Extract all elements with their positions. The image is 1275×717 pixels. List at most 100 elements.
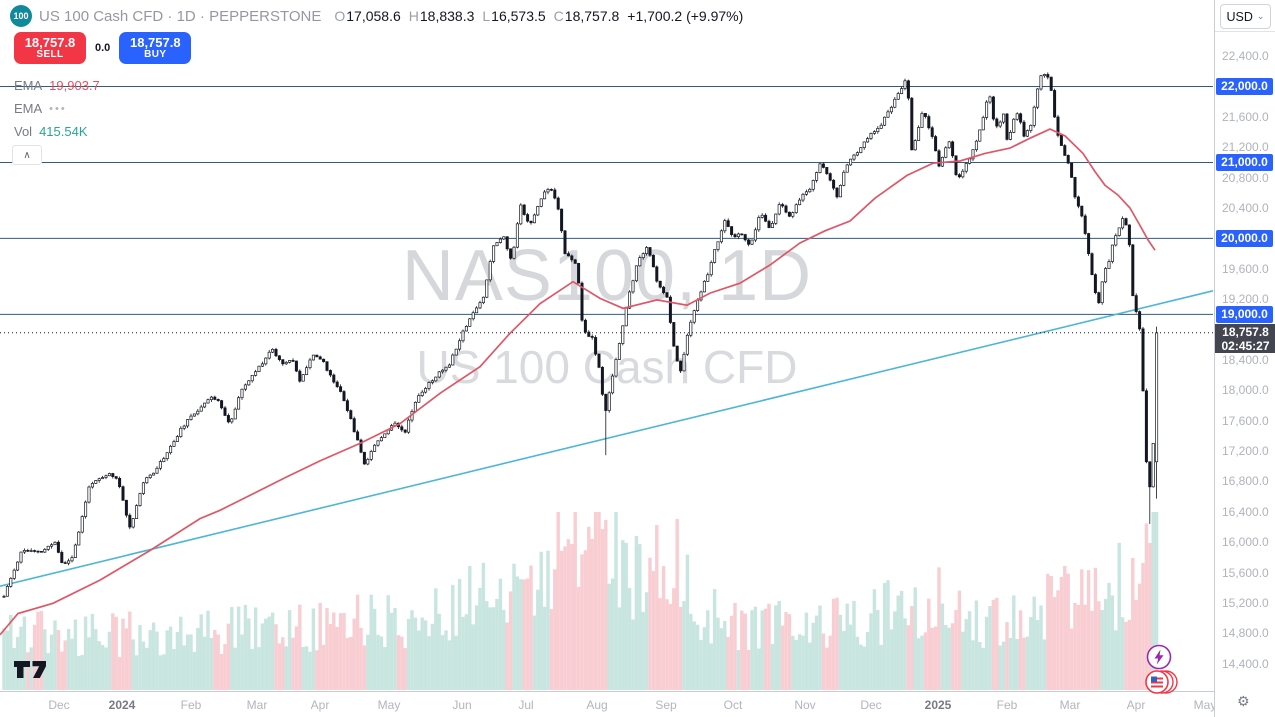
candle-body <box>1036 88 1040 108</box>
candle-body <box>192 413 196 417</box>
buy-button[interactable]: 18,757.8 BUY <box>119 32 192 64</box>
candle-body <box>815 172 819 181</box>
volume-bar <box>655 525 659 690</box>
volume-bar <box>345 638 350 690</box>
candle-body <box>906 80 910 99</box>
volume-bar <box>1134 599 1138 690</box>
candle-body <box>1124 218 1128 226</box>
candle-body <box>689 321 693 336</box>
volume-bar <box>678 606 683 690</box>
volume-bar <box>780 625 785 690</box>
volume-bar <box>566 539 571 690</box>
ema2-legend-row[interactable]: EMA ••• <box>14 97 100 120</box>
volume-bar <box>525 578 530 690</box>
candle-body <box>447 364 451 368</box>
volume-bar <box>1032 596 1036 690</box>
volume-bar <box>60 651 64 690</box>
candle-body <box>22 550 26 553</box>
volume-bar <box>515 576 520 690</box>
candle-body <box>580 282 584 321</box>
volume-bar <box>665 599 669 690</box>
candle-body <box>298 370 302 382</box>
candle-body <box>430 380 434 383</box>
volume-bar <box>298 604 302 690</box>
candle-body <box>682 353 686 372</box>
volume-bar <box>274 624 278 690</box>
volume-bar <box>624 542 628 690</box>
candle-body <box>328 370 332 376</box>
volume-bar <box>498 578 503 690</box>
candle-body <box>97 478 101 481</box>
symbol-title[interactable]: US 100 Cash CFD · 1D · PEPPERSTONE <box>39 8 321 25</box>
time-axis[interactable]: Dec 2024 Feb Mar Apr May Jun Jul Aug Sep Oct Nov Dec… <box>0 691 1214 717</box>
candle-body <box>832 179 836 189</box>
candle-body <box>1127 224 1131 246</box>
candle-body <box>1070 162 1074 178</box>
ema-legend-row[interactable]: EMA 19,903.7 <box>14 74 100 97</box>
price-chart[interactable] <box>0 0 1214 691</box>
indicator-legend: EMA 19,903.7 EMA ••• Vol 415.54K ∧ <box>12 74 100 165</box>
candle-body <box>84 501 88 517</box>
currency-selector[interactable]: USD ⌄ <box>1220 4 1271 29</box>
candle-body <box>920 113 924 128</box>
collapse-legend-button[interactable]: ∧ <box>12 145 42 165</box>
x-axis-month-tick: Apr <box>310 698 330 712</box>
candle-body <box>209 396 213 401</box>
volume-bar <box>2 628 6 690</box>
volume-bar <box>573 512 577 690</box>
volume-bar <box>447 640 452 690</box>
candle-body <box>12 569 16 579</box>
candle-body <box>505 236 509 250</box>
volume-bar <box>19 626 23 690</box>
candle-body <box>736 233 740 238</box>
candle-body <box>821 163 825 168</box>
trade-panel: 18,757.8 SELL 0.0 18,757.8 BUY <box>14 32 192 64</box>
ema-line <box>0 128 1156 636</box>
spread-value: 0.0 <box>95 42 111 54</box>
candle-body <box>471 312 475 320</box>
event-economic-flag-icon[interactable] <box>1144 669 1178 696</box>
tradingview-logo-icon[interactable] <box>12 658 48 685</box>
candle-body <box>621 325 625 344</box>
event-lightning-icon[interactable] <box>1146 644 1172 670</box>
candle-body <box>413 401 417 412</box>
symbol-logo-icon[interactable]: 100 <box>10 5 32 27</box>
candle-body <box>495 242 499 247</box>
candle-body <box>294 360 298 372</box>
volume-bar <box>556 512 560 690</box>
volume-bar <box>355 594 360 690</box>
volume-bar <box>627 588 632 690</box>
volume-bar <box>668 604 673 690</box>
volume-bar <box>383 647 387 690</box>
volume-bar <box>600 529 605 690</box>
volume-bar <box>199 614 203 690</box>
candle-body <box>1063 145 1067 156</box>
change-value: +1,700.2 (+9.97%) <box>627 8 744 24</box>
volume-bar <box>284 646 288 690</box>
volume-bar <box>950 623 955 690</box>
volume-bar <box>70 638 74 690</box>
y-axis-tick: 14,400.0 <box>1222 656 1269 671</box>
volume-bar <box>206 610 210 690</box>
candle-body <box>1046 74 1050 78</box>
volume-legend-row[interactable]: Vol 415.54K <box>14 120 100 143</box>
candle-body <box>213 396 217 400</box>
candle-body <box>56 541 60 553</box>
volume-bar <box>87 637 91 690</box>
volume-bar <box>607 583 611 690</box>
axis-settings-gear-icon[interactable]: ⚙ <box>1237 693 1250 709</box>
volume-bar <box>260 623 265 690</box>
volume-bar <box>559 550 564 690</box>
volume-bar <box>763 608 768 690</box>
price-axis[interactable]: USD ⌄ 22,400.0 21,600.0 21,200.0 20,800.0 20… <box>1214 0 1275 717</box>
volume-bar <box>12 648 16 690</box>
candle-body <box>849 158 853 166</box>
candle-body <box>407 419 411 433</box>
volume-bar <box>226 623 231 690</box>
volume-bar <box>202 636 207 690</box>
sell-button[interactable]: 18,757.8 SELL <box>14 32 86 64</box>
current-price-value: 18,757.8 <box>1222 324 1269 339</box>
high-label: H <box>408 8 419 24</box>
volume-bar <box>631 619 635 690</box>
bar-countdown-timer: 02:45:27 <box>1221 338 1270 353</box>
